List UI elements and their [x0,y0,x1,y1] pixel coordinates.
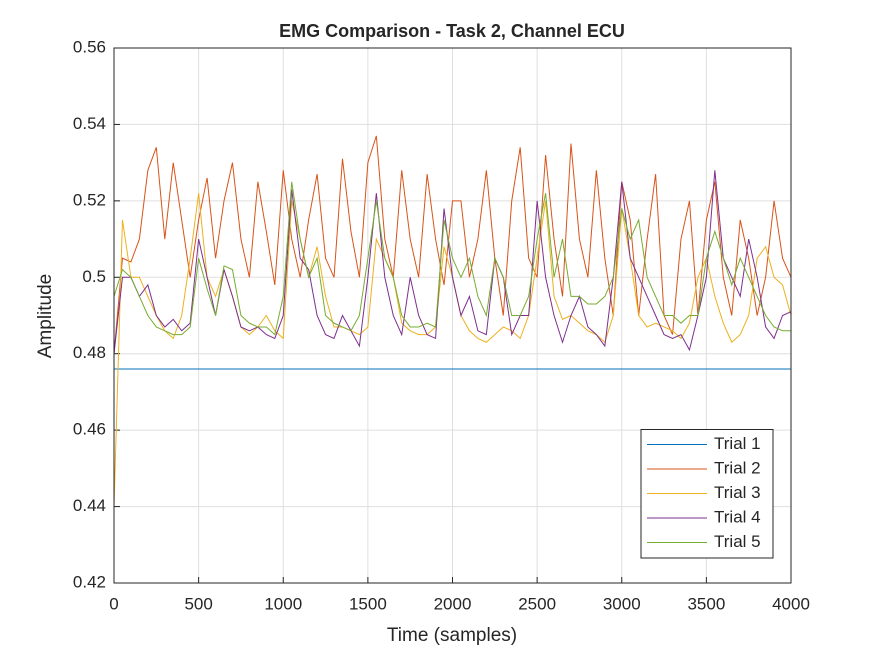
y-axis-label: Amplitude [35,274,56,359]
y-tick-label: 0.52 [73,190,106,209]
x-tick-label: 3500 [687,594,725,613]
legend: Trial 1 Trial 2 Trial 3 Trial 4 Trial 5 [640,429,774,559]
x-tick-label: 500 [184,594,212,613]
legend-label: Trial 5 [714,532,761,551]
x-tick-label: 2500 [518,594,556,613]
y-tick-label: 0.44 [73,496,106,515]
legend-label: Trial 3 [714,483,761,502]
legend-label: Trial 2 [714,458,761,477]
x-tick-label: 0 [109,594,118,613]
x-tick-label: 1000 [264,594,302,613]
x-tick-label: 3000 [603,594,641,613]
legend-label: Trial 4 [714,507,761,526]
y-tick-label: 0.54 [73,114,106,133]
axes-box [113,47,792,584]
chart-title: EMG Comparison - Task 2, Channel ECU [279,21,625,41]
data-line [113,181,791,336]
y-tick-label: 0.46 [73,420,106,439]
y-tick-label: 0.56 [73,37,106,56]
x-tick-label: 4000 [772,594,810,613]
x-tick-label: 1500 [349,594,387,613]
y-tick-label: 0.5 [82,267,106,286]
legend-label: Trial 1 [714,434,761,453]
x-tick-label: 2000 [434,594,472,613]
data-line [113,170,792,354]
y-tick-label: 0.48 [73,343,106,362]
y-tick-label: 0.42 [73,572,106,591]
data-line [113,135,792,354]
x-axis-label: Time (samples) [387,625,517,646]
